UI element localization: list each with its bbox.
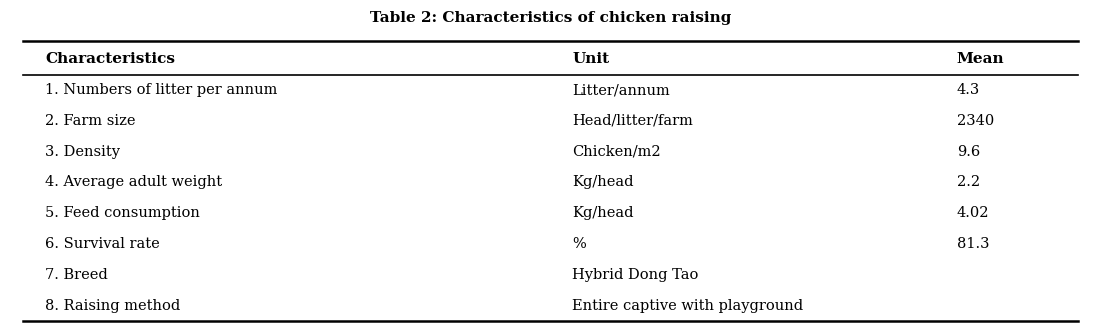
- Text: Chicken/m2: Chicken/m2: [573, 145, 661, 159]
- Text: 4.02: 4.02: [957, 206, 990, 220]
- Text: 5. Feed consumption: 5. Feed consumption: [45, 206, 200, 220]
- Text: 2.2: 2.2: [957, 175, 980, 190]
- Text: Entire captive with playground: Entire captive with playground: [573, 299, 804, 313]
- Text: 3. Density: 3. Density: [45, 145, 120, 159]
- Text: Table 2: Characteristics of chicken raising: Table 2: Characteristics of chicken rais…: [370, 11, 731, 25]
- Text: 4. Average adult weight: 4. Average adult weight: [45, 175, 222, 190]
- Text: Unit: Unit: [573, 52, 610, 66]
- Text: 8. Raising method: 8. Raising method: [45, 299, 181, 313]
- Text: 81.3: 81.3: [957, 237, 990, 251]
- Text: Hybrid Dong Tao: Hybrid Dong Tao: [573, 268, 699, 282]
- Text: 2340: 2340: [957, 114, 994, 128]
- Text: 9.6: 9.6: [957, 145, 980, 159]
- Text: 4.3: 4.3: [957, 83, 980, 97]
- Text: 6. Survival rate: 6. Survival rate: [45, 237, 160, 251]
- Text: Mean: Mean: [957, 52, 1004, 66]
- Text: Litter/annum: Litter/annum: [573, 83, 671, 97]
- Text: 2. Farm size: 2. Farm size: [45, 114, 135, 128]
- Text: Characteristics: Characteristics: [45, 52, 175, 66]
- Text: Head/litter/farm: Head/litter/farm: [573, 114, 694, 128]
- Text: Kg/head: Kg/head: [573, 175, 634, 190]
- Text: 7. Breed: 7. Breed: [45, 268, 108, 282]
- Text: Kg/head: Kg/head: [573, 206, 634, 220]
- Text: 1. Numbers of litter per annum: 1. Numbers of litter per annum: [45, 83, 277, 97]
- Text: %: %: [573, 237, 586, 251]
